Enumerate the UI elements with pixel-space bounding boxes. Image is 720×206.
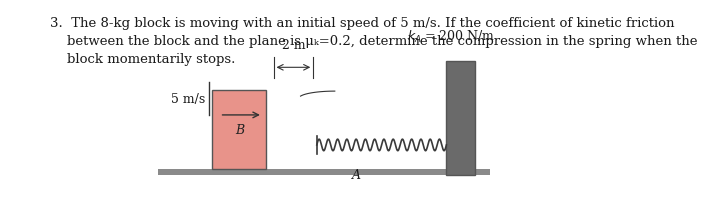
Bar (446, 62, 475, 175)
Text: $k_A$ = 200 N/m: $k_A$ = 200 N/m (407, 29, 495, 45)
Bar (158, 169, 490, 175)
Text: 2 m: 2 m (282, 39, 305, 52)
Bar (212, 91, 266, 169)
Text: B: B (235, 123, 244, 136)
Text: 3.  The 8-kg block is moving with an initial speed of 5 m/s. If the coefficient : 3. The 8-kg block is moving with an init… (50, 16, 698, 65)
Text: 5 m/s: 5 m/s (171, 92, 205, 105)
Text: A: A (352, 168, 361, 181)
